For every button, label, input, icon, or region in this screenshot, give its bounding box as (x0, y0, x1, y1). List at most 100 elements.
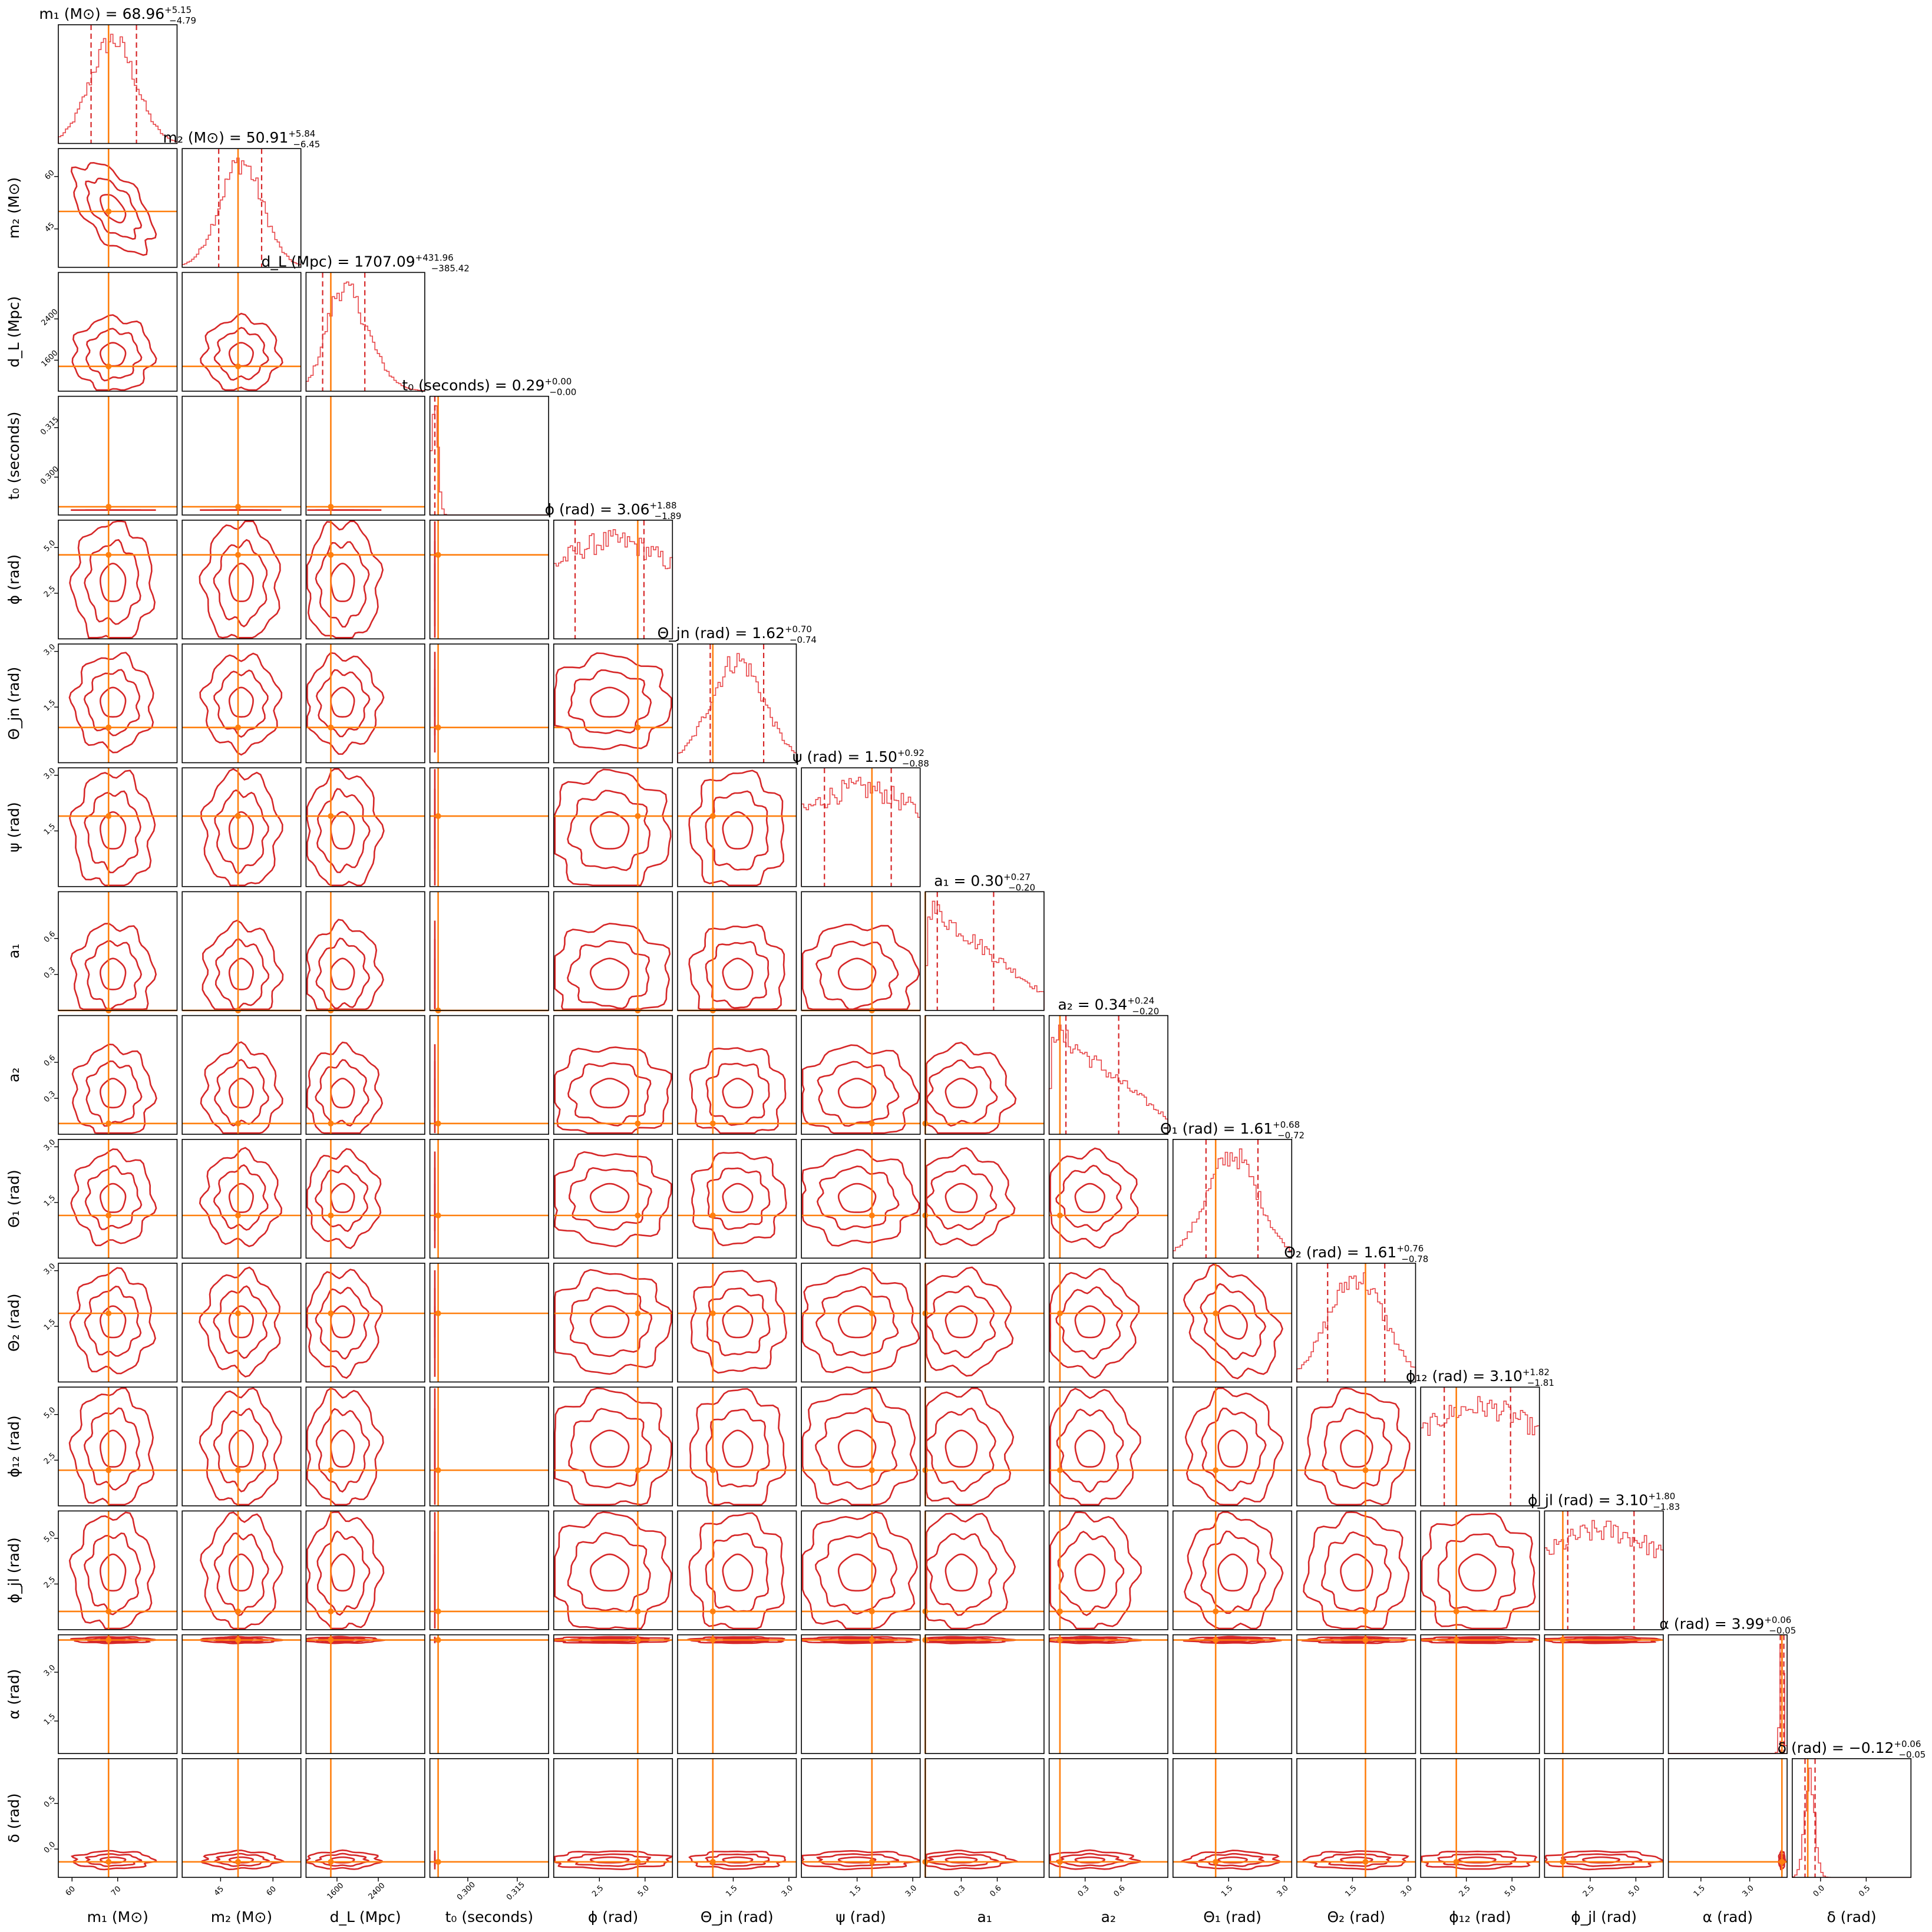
truth-point (1213, 1637, 1219, 1643)
panel-frame (305, 519, 425, 640)
x-axis-t0: 0.300 0.315 t₀ (seconds) (445, 1877, 533, 1926)
contour-level-3 (1049, 1267, 1140, 1379)
contour-level-2 (705, 1062, 770, 1126)
y-tick-label: 1.5 (42, 1317, 57, 1332)
panel-frame (801, 1386, 921, 1507)
y-tick-label: 2.5 (42, 584, 57, 599)
x-tick-label: 0.0 (1812, 1884, 1827, 1898)
contour-level-2 (315, 1165, 369, 1232)
panel-frame (181, 148, 302, 268)
panel-frame (677, 1263, 797, 1383)
truth-point (328, 1467, 334, 1474)
panel-frame (1048, 1634, 1168, 1754)
y-tick-label: 1.5 (42, 1712, 57, 1727)
panel-frame (1420, 1386, 1540, 1507)
truth-point (105, 1467, 112, 1474)
contour-level-3 (689, 1388, 787, 1505)
contour-level-1 (1074, 1183, 1106, 1213)
contour-level-3 (801, 923, 920, 1010)
contour-level-2 (567, 790, 651, 871)
truth-point (868, 1212, 875, 1218)
contour-level-1 (722, 1553, 754, 1592)
truth-point (105, 1637, 112, 1643)
panel-phi-vs-a2 (553, 1015, 673, 1135)
contour-level-2 (316, 788, 371, 873)
panel-m2-vs-phi_jl (181, 1510, 302, 1630)
y-tick-label: 60 (43, 169, 56, 181)
contour-level-2 (569, 1287, 653, 1358)
contour-level-2 (83, 669, 141, 737)
title-upper-error: +5.84 (288, 128, 315, 139)
panel-dL-vs-phi_jl (305, 1510, 425, 1630)
panel-phi-vs-theta2 (553, 1263, 673, 1383)
truth-point (1362, 1637, 1369, 1643)
panel-frame (305, 1263, 425, 1383)
contour-level-1 (330, 957, 355, 990)
panel-frame (181, 1758, 302, 1878)
panel-m2-vs-dL (181, 272, 302, 392)
panel-frame (553, 1510, 673, 1630)
contour-level-1 (1340, 1553, 1373, 1592)
y-tick-label: 1.5 (42, 698, 57, 713)
y-tick-label: 1.5 (42, 1194, 57, 1208)
x-tick-label: 2.5 (1458, 1884, 1472, 1898)
panel-frame (58, 1139, 178, 1259)
histogram-title: a₁ = 0.30+0.27 −0.20 (934, 871, 1035, 893)
contour-level-1 (837, 1183, 877, 1213)
panel-theta_jn-vs-delta (677, 1758, 797, 1878)
panel-theta_jn-vs-psi (677, 767, 797, 887)
y-axis-label-alpha: α (rad) (5, 1669, 22, 1719)
title-lower-error: −385.42 (431, 263, 470, 273)
contour-level-3 (306, 1511, 385, 1630)
histogram-phi_jl: ϕ_jl (rad) = 3.10+1.80 −1.83 (1528, 1491, 1680, 1630)
truth-point (1056, 1310, 1063, 1317)
panel-frame (924, 891, 1045, 1011)
contour-level-2 (815, 1286, 899, 1356)
panel-theta_jn-vs-a1 (677, 891, 797, 1013)
truth-point (235, 813, 242, 820)
truth-point (1213, 1858, 1219, 1865)
panel-frame (677, 1386, 797, 1507)
panel-theta_jn-vs-a2 (677, 1015, 797, 1135)
panel-t0-vs-psi (429, 767, 549, 887)
histogram-phi: ϕ (rad) = 3.06+1.88 −1.89 (545, 500, 681, 640)
panel-frame (429, 1634, 549, 1754)
panel-frame (924, 1386, 1045, 1507)
contour-level-3 (1304, 1387, 1411, 1506)
histogram-steps (181, 157, 302, 267)
y-tick-label: 3.0 (42, 1138, 57, 1152)
histogram-steps (801, 777, 921, 887)
panel-frame (1048, 1139, 1168, 1259)
contour-level-3 (202, 919, 284, 1010)
y-axis-label-phi12: ϕ₁₂ (rad) (5, 1415, 22, 1477)
truth-point (1056, 1608, 1063, 1614)
panel-t0-vs-theta2 (429, 1263, 549, 1383)
contour-level-1 (330, 1429, 355, 1468)
contour-level-2 (816, 1165, 900, 1231)
contour-level-2 (1561, 1853, 1643, 1867)
contour-level-1 (944, 1305, 978, 1339)
contour-level-2 (84, 1286, 142, 1357)
panel-theta_jn-vs-phi_jl (677, 1510, 797, 1630)
histogram-steps (58, 34, 178, 144)
contour-level-2 (1056, 1408, 1124, 1493)
contour-level-2 (315, 937, 371, 1009)
truth-point (105, 363, 112, 369)
panel-frame (181, 643, 302, 764)
panel-dL-vs-t0 (305, 395, 425, 516)
histogram-theta1: Θ₁ (rad) = 1.61+0.68 −0.72 (1160, 1119, 1304, 1259)
panel-m1-vs-phi12: 2.5 5.0 ϕ₁₂ (rad) (5, 1386, 178, 1507)
panel-dL-vs-phi12 (305, 1386, 425, 1507)
contour-level-1 (837, 1553, 877, 1592)
panel-frame (801, 891, 921, 1011)
panel-frame (181, 767, 302, 887)
truth-point (709, 1637, 716, 1643)
panel-dL-vs-alpha (305, 1634, 425, 1754)
contour-level-3 (199, 520, 281, 639)
histogram-steps (1048, 1024, 1168, 1135)
contour-level-1 (1074, 1429, 1106, 1468)
contour-level-2 (705, 1408, 770, 1488)
y-axis-label-t0: t₀ (seconds) (5, 412, 22, 500)
contour-level-1 (99, 686, 127, 718)
panel-t0-vs-alpha (429, 1634, 549, 1754)
